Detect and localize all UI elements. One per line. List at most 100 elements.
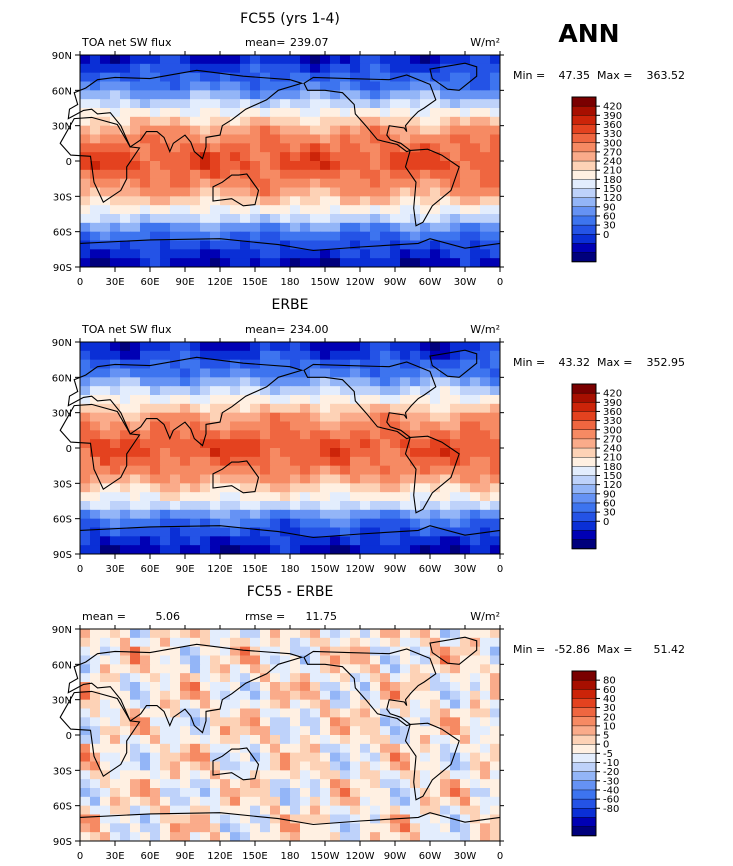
field-cell [240,646,251,656]
field-cell [240,492,251,502]
field-cell [460,386,471,396]
field-cell [350,743,361,754]
field-cell [420,90,431,100]
field-cell [240,178,251,188]
field-cell [460,448,471,458]
field-cell [290,222,301,233]
field-cell [100,249,111,259]
field-cell [440,143,451,153]
field-cell [80,646,91,656]
field-cell [80,474,91,484]
field-cell [420,222,431,233]
field-cell [410,673,421,683]
field-cell [340,761,351,771]
field-cell [440,63,451,74]
field-cell [80,359,91,369]
field-cell [200,796,211,807]
field-cell [460,231,471,241]
field-cell [460,90,471,100]
field-cell [140,368,151,378]
field-cell [100,412,111,422]
field-cell [450,708,461,718]
field-cell [100,501,111,511]
field-cell [230,99,241,109]
field-cell [160,518,171,528]
field-cell [180,483,191,493]
field-cell [120,240,131,250]
field-cell [430,629,441,639]
field-cell [170,395,181,405]
field-cell [370,222,381,233]
field-cell [420,735,431,745]
field-cell [490,761,501,771]
field-cell [360,629,371,639]
field-cell [420,770,431,780]
field-cell [150,743,161,754]
field-cell [440,501,451,511]
field-cell [110,492,121,502]
field-cell [320,682,331,692]
field-cell [400,823,411,833]
field-cell [340,222,351,233]
field-cell [290,796,301,807]
field-cell [440,421,451,431]
field-cell [90,509,101,520]
field-cell [240,63,251,74]
field-cell [320,536,331,546]
field-cell [410,161,421,171]
field-cell [320,545,331,555]
field-cell [260,682,271,692]
field-cell [140,152,151,162]
field-cell [330,752,341,762]
field-cell [350,655,361,665]
field-cell [390,412,401,422]
field-cell [450,55,461,65]
field-cell [250,682,261,692]
field-cell [280,448,291,458]
field-cell [210,735,221,745]
field-cell [130,735,141,745]
field-cell [190,161,201,171]
panel-2-title: ERBE [271,297,308,313]
field-cell [250,752,261,762]
field-cell [270,134,281,144]
field-cell [180,708,191,718]
field-cell [450,474,461,484]
field-cell [480,448,491,458]
field-cell [380,726,391,736]
field-cell [200,629,211,639]
field-cell [210,81,221,91]
field-cell [250,125,261,135]
field-cell [230,664,241,674]
field-cell [170,359,181,369]
field-cell [230,377,241,387]
field-cell [110,99,121,109]
field-cell [240,386,251,396]
field-cell [90,527,101,537]
field-cell [220,169,231,180]
field-cell [460,796,471,807]
field-cell [110,169,121,180]
field-cell [90,421,101,431]
field-cell [250,708,261,718]
field-cell [400,501,411,511]
field-cell [240,143,251,153]
field-cell [300,152,311,162]
field-cell [390,403,401,414]
colorbar-label: 210 [603,453,622,464]
field-cell [170,708,181,718]
colorbar-box [571,206,597,217]
field-cell [350,456,361,467]
field-cell [100,421,111,431]
field-cell [470,823,481,833]
field-cell [150,699,161,709]
field-cell [450,99,461,109]
field-cell [350,214,361,224]
field-cell [260,699,271,709]
field-cell [180,788,191,798]
field-cell [360,178,371,188]
field-cell [280,735,291,745]
field-cell [280,682,291,692]
field-cell [350,231,361,241]
field-cell [120,509,131,520]
